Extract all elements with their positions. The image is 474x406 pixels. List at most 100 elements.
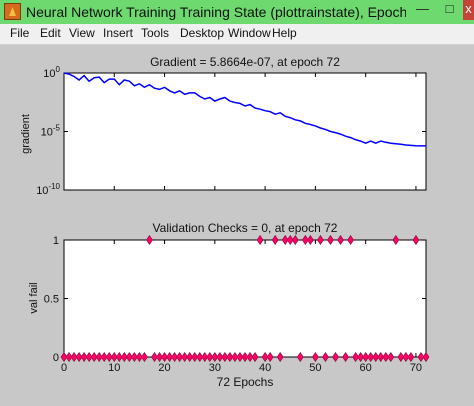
validation-point (211, 351, 219, 363)
validation-point (206, 351, 214, 363)
validation-point (120, 351, 128, 363)
validation-point (291, 234, 299, 246)
validation-point (417, 351, 425, 363)
validation-point (382, 351, 390, 363)
validation-point (141, 351, 148, 363)
validation-point (181, 351, 189, 363)
gradient-axes: Gradient = 5.8664e-07, at epoch 72 100 10… (20, 55, 427, 197)
window-title: Neural Network Training Training State (… (26, 4, 406, 20)
title-bar[interactable]: Neural Network Training Training State (… (0, 0, 474, 24)
validation-point (276, 351, 284, 363)
validation-axes: Validation Checks = 0, at epoch 72 0 0.5 1… (28, 221, 430, 389)
validation-point (422, 351, 430, 363)
validation-xtick-label: 20 (158, 362, 170, 374)
validation-point (307, 234, 314, 246)
validation-point (407, 351, 415, 363)
validation-xtick-label: 70 (410, 362, 422, 374)
validation-point (327, 234, 334, 246)
validation-point (176, 351, 183, 363)
validation-point (95, 351, 103, 363)
validation-point (171, 351, 178, 363)
validation-ytick-label: 0 (53, 352, 59, 364)
validation-point (216, 351, 224, 363)
validation-xtick-label: 40 (259, 362, 271, 374)
close-button[interactable]: x (463, 0, 474, 20)
validation-point (110, 351, 118, 363)
validation-point (332, 351, 339, 363)
validation-point (80, 351, 88, 363)
validation-ytick-label: 0.5 (44, 294, 59, 306)
menu-bar: File Edit View Insert Tools Desktop Wind… (0, 24, 474, 61)
validation-point (115, 351, 123, 363)
validation-point (60, 351, 68, 363)
validation-xtick-label: 30 (209, 362, 221, 374)
maximize-button[interactable]: □ (445, 1, 454, 16)
validation-point (261, 351, 269, 363)
validation-point (412, 234, 420, 246)
menu-insert[interactable]: Insert (103, 26, 134, 40)
gradient-plot-area (63, 72, 427, 191)
validation-point (397, 351, 405, 363)
validation-point (156, 351, 163, 363)
validation-point (161, 351, 168, 363)
validation-point (151, 351, 158, 363)
validation-point (352, 351, 359, 363)
validation-point (126, 351, 133, 363)
validation-xlabel: 72 Epochs (217, 375, 274, 389)
validation-point (362, 351, 370, 363)
validation-point (70, 351, 78, 363)
validation-point (266, 351, 274, 363)
validation-point (236, 351, 244, 363)
validation-ylabel: val fail (28, 282, 40, 313)
validation-point (251, 351, 259, 363)
matlab-icon (4, 3, 21, 20)
validation-point (186, 351, 194, 363)
validation-point (317, 234, 324, 246)
validation-point (296, 351, 304, 363)
validation-point (231, 351, 239, 363)
validation-point (357, 351, 364, 363)
validation-point (402, 351, 410, 363)
gradient-ytick-label: 10-5 (41, 124, 61, 139)
minimize-button[interactable]: — (416, 1, 429, 16)
validation-point (312, 351, 319, 363)
validation-point (337, 234, 344, 246)
validation-xtick-label: 60 (360, 362, 372, 374)
validation-point (367, 351, 375, 363)
menu-window[interactable]: Window (228, 26, 271, 40)
validation-point (65, 351, 73, 363)
gradient-ytick-label: 10-10 (36, 182, 60, 197)
validation-point (85, 351, 93, 363)
menu-edit[interactable]: Edit (40, 26, 61, 40)
validation-point (322, 351, 329, 363)
validation-point (372, 351, 380, 363)
validation-point (105, 351, 113, 363)
validation-point (286, 234, 294, 246)
gradient-series-line (63, 72, 426, 147)
validation-point (75, 351, 83, 363)
validation-point (342, 351, 349, 363)
validation-point (201, 351, 209, 363)
validation-point (166, 351, 173, 363)
validation-point (226, 351, 234, 363)
validation-point (196, 351, 204, 363)
validation-point (256, 234, 264, 246)
menu-view[interactable]: View (69, 26, 95, 40)
menu-help[interactable]: Help (272, 26, 297, 40)
validation-point (191, 351, 199, 363)
validation-xtick-label: 50 (309, 362, 321, 374)
validation-point (146, 234, 153, 246)
validation-title: Validation Checks = 0, at epoch 72 (153, 221, 338, 235)
validation-ytick-label: 1 (53, 235, 59, 247)
validation-point (271, 234, 279, 246)
menu-file[interactable]: File (10, 26, 30, 40)
gradient-ytick-label: 100 (43, 65, 60, 80)
validation-point (301, 234, 309, 246)
validation-xtick-label: 10 (108, 362, 120, 374)
validation-point (281, 234, 289, 246)
menu-tools[interactable]: Tools (141, 26, 170, 40)
validation-point (90, 351, 98, 363)
validation-point (100, 351, 108, 363)
menu-desktop[interactable]: Desktop (180, 26, 225, 40)
validation-point (387, 351, 395, 363)
